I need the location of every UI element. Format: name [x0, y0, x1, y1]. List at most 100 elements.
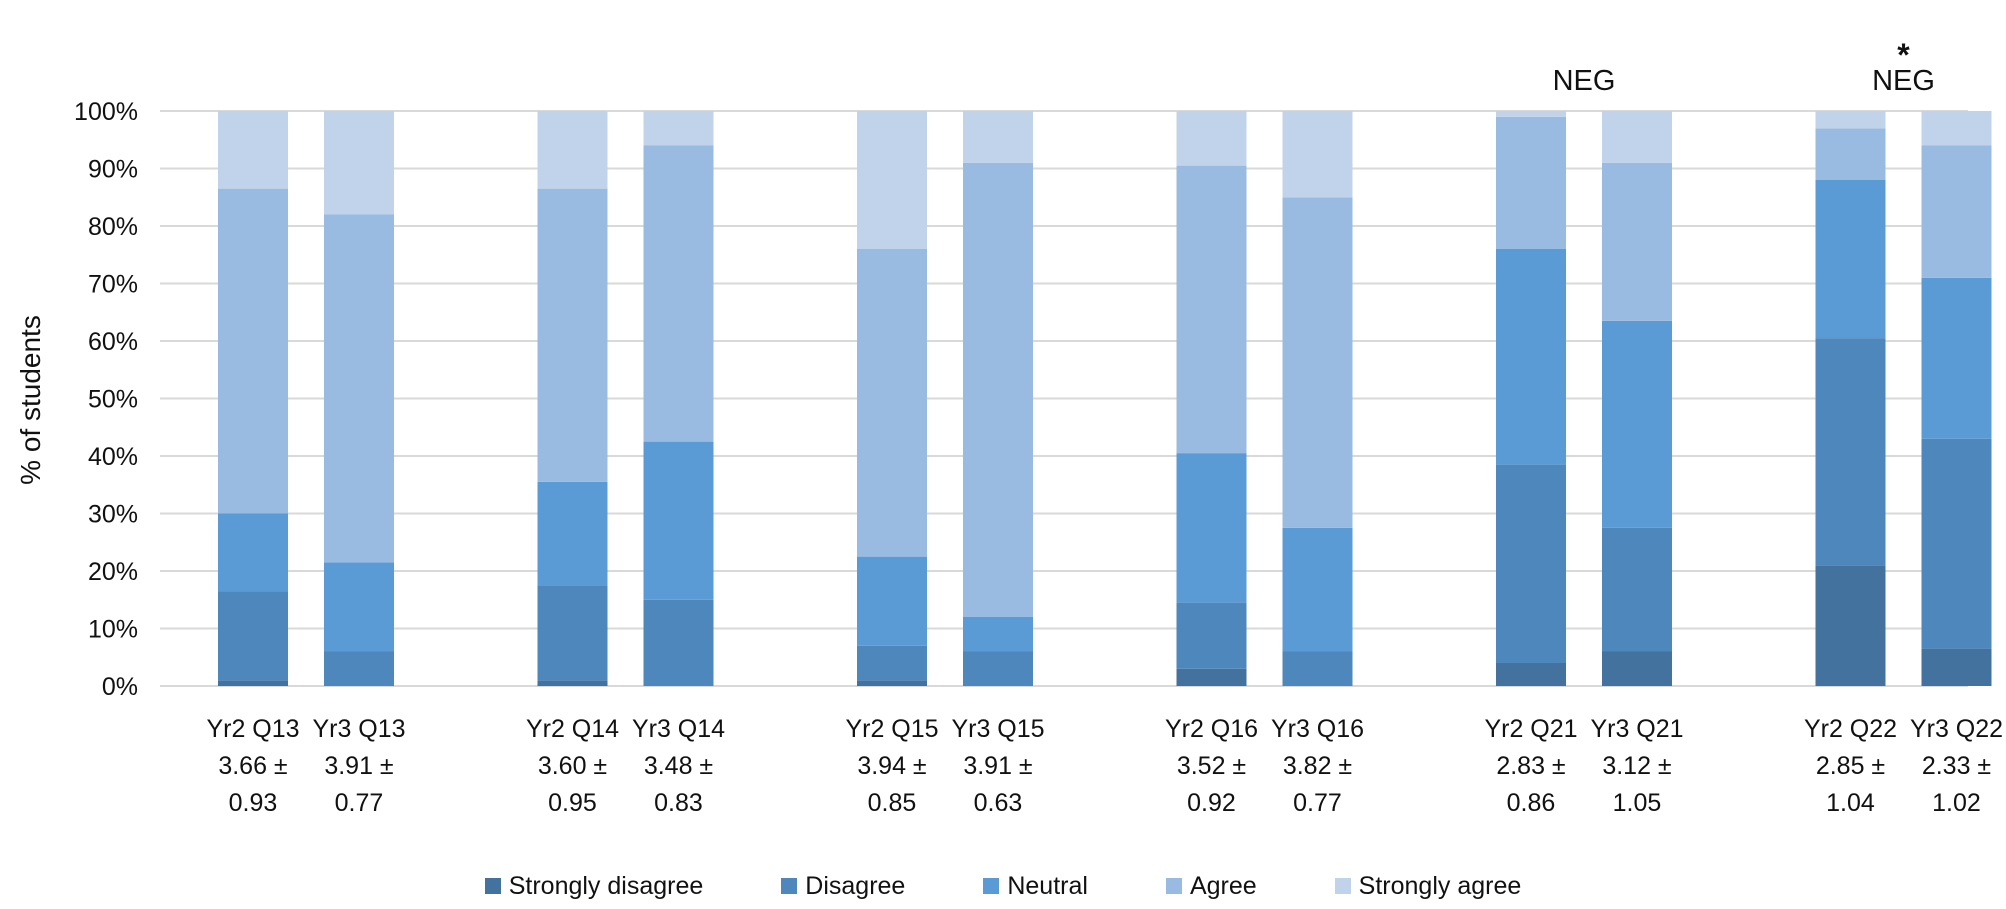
legend-item: Strongly agree	[1334, 872, 1521, 900]
bar-segment	[1176, 602, 1247, 669]
x-tick-label: 0.93	[229, 789, 278, 817]
bar-segment	[857, 249, 927, 557]
bar-segment	[1282, 651, 1353, 686]
bar-segment	[537, 680, 608, 686]
bar-segment	[1921, 145, 1992, 278]
x-tick-label: Yr3 Q14	[632, 715, 725, 743]
bar-segment	[1602, 111, 1672, 163]
legend-swatch	[484, 878, 501, 894]
group-annotation: NEG	[1872, 65, 1935, 97]
bar-segment	[1602, 162, 1672, 321]
bar-segment	[218, 188, 288, 514]
x-tick-label: Yr2 Q14	[526, 715, 619, 743]
legend-label: Strongly disagree	[508, 872, 704, 900]
bar-segment	[1815, 111, 1886, 129]
x-tick-label: 0.92	[1187, 789, 1236, 817]
bar-segment	[1815, 338, 1886, 566]
bar-segment	[643, 441, 714, 600]
x-tick-label: 3.52 ±	[1177, 752, 1246, 780]
bar-segment	[1176, 668, 1247, 686]
x-tick-label: 3.12 ±	[1602, 752, 1671, 780]
bar-segment	[1496, 663, 1566, 686]
bar-segment	[1282, 197, 1353, 528]
bar-segment	[1602, 651, 1672, 686]
bar-segment	[1815, 128, 1886, 180]
bar-segment	[1921, 438, 1992, 649]
bar-segment	[1921, 111, 1992, 146]
x-tick-label: 0.95	[548, 789, 597, 817]
bar-segment	[1815, 180, 1886, 339]
bars	[218, 111, 1992, 686]
x-tick-label: 3.91 ±	[963, 752, 1032, 780]
x-tick-label: 1.02	[1932, 789, 1981, 817]
x-tick-label: 0.63	[974, 789, 1023, 817]
group-annotations: NEG NEG*	[1553, 37, 1935, 97]
bar-segment	[1815, 565, 1886, 686]
bar-segment	[857, 111, 927, 249]
bar-segment	[218, 111, 288, 189]
bar-segment	[324, 651, 394, 686]
x-tick-label: 3.60 ±	[538, 752, 607, 780]
legend-swatch	[781, 878, 798, 894]
bar-segment	[1282, 527, 1353, 652]
bar-segment	[1602, 527, 1672, 652]
x-tick-label: Yr2 Q22	[1804, 715, 1897, 743]
group-annotation: NEG	[1553, 65, 1616, 97]
significance-marker: *	[1897, 37, 1910, 73]
bar-segment	[324, 562, 394, 652]
bar-segment	[218, 513, 288, 592]
bar-segment	[324, 111, 394, 215]
x-tick-label: Yr3 Q16	[1271, 715, 1364, 743]
bar-segment	[1282, 111, 1353, 198]
legend-swatch	[983, 878, 1000, 894]
x-tick-label: 3.48 ±	[644, 752, 713, 780]
x-tick-label: Yr2 Q15	[845, 715, 938, 743]
x-tick-label: Yr2 Q21	[1484, 715, 1577, 743]
bar-segment	[537, 188, 608, 482]
x-tick-label: 2.83 ±	[1496, 752, 1565, 780]
y-tick-label: 30%	[88, 501, 138, 529]
x-tick-label: 3.82 ±	[1283, 752, 1352, 780]
legend-item: Disagree	[781, 872, 905, 900]
bar-segment	[1496, 116, 1566, 249]
x-tick-label: Yr3 Q15	[951, 715, 1044, 743]
bar-segment	[1176, 111, 1247, 166]
x-tick-label: Yr3 Q22	[1910, 715, 2003, 743]
bar-segment	[1496, 249, 1566, 465]
bar-segment	[1921, 648, 1992, 686]
x-tick-label: 3.91 ±	[324, 752, 393, 780]
y-tick-label: 40%	[88, 443, 138, 471]
bar-segment	[324, 214, 394, 563]
x-tick-label: 3.94 ±	[857, 752, 926, 780]
bar-segment	[643, 145, 714, 442]
y-axis-ticks: 0% 10% 20% 30% 40% 50% 60% 70% 80% 90% 100%	[74, 98, 138, 701]
x-axis-labels: Yr2 Q13 3.66 ± 0.93 Yr3 Q13 3.91 ± 0.77 Yr2 Q1…	[206, 715, 2003, 817]
legend-label: Disagree	[805, 872, 906, 900]
x-tick-label: 2.33 ±	[1922, 752, 1991, 780]
y-tick-label: 50%	[88, 386, 138, 414]
x-tick-label: 0.86	[1507, 789, 1556, 817]
legend-label: Neutral	[1007, 872, 1088, 900]
legend-item: Neutral	[983, 872, 1088, 900]
y-tick-label: 20%	[88, 558, 138, 586]
x-tick-label: 1.05	[1613, 789, 1662, 817]
x-tick-label: 1.04	[1826, 789, 1875, 817]
y-axis-label: % of students	[15, 315, 46, 485]
x-tick-label: Yr2 Q16	[1165, 715, 1258, 743]
y-tick-label: 80%	[88, 213, 138, 241]
bar-segment	[1176, 165, 1247, 454]
legend-label: Agree	[1189, 872, 1257, 900]
gridlines	[160, 110, 1968, 687]
bar-segment	[963, 111, 1033, 163]
bar-segment	[857, 556, 927, 646]
y-tick-label: 70%	[88, 271, 138, 299]
bar-segment	[1176, 453, 1247, 603]
bar-segment	[1496, 464, 1566, 663]
y-tick-label: 0%	[102, 673, 138, 701]
bar-segment	[963, 617, 1033, 652]
x-tick-label: 0.77	[1293, 789, 1342, 817]
x-tick-label: Yr3 Q21	[1590, 715, 1683, 743]
x-tick-label: 0.85	[868, 789, 917, 817]
bar-segment	[857, 645, 927, 681]
